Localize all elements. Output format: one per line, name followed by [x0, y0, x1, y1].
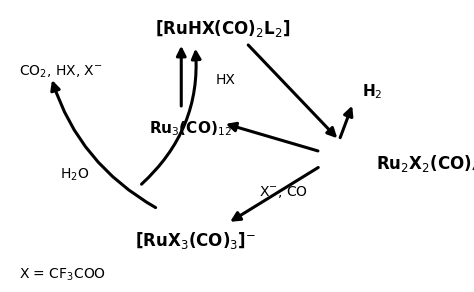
- Text: HX: HX: [216, 73, 236, 87]
- Text: [RuHX(CO)$_2$L$_2$]: [RuHX(CO)$_2$L$_2$]: [155, 18, 291, 39]
- Text: X$^{-}$, CO: X$^{-}$, CO: [259, 184, 308, 200]
- Text: CO$_2$, HX, X$^{-}$: CO$_2$, HX, X$^{-}$: [18, 63, 102, 80]
- Text: Ru$_2$X$_2$(CO)$_4$L$_2$: Ru$_2$X$_2$(CO)$_4$L$_2$: [376, 153, 474, 174]
- Text: Ru$_3$(CO)$_{12}$: Ru$_3$(CO)$_{12}$: [149, 119, 232, 138]
- Text: [RuX$_3$(CO)$_3$]$^{-}$: [RuX$_3$(CO)$_3$]$^{-}$: [135, 230, 255, 251]
- Text: H$_2$: H$_2$: [363, 82, 383, 101]
- Text: X = CF$_3$COO: X = CF$_3$COO: [18, 267, 106, 283]
- Text: H$_2$O: H$_2$O: [60, 166, 89, 183]
